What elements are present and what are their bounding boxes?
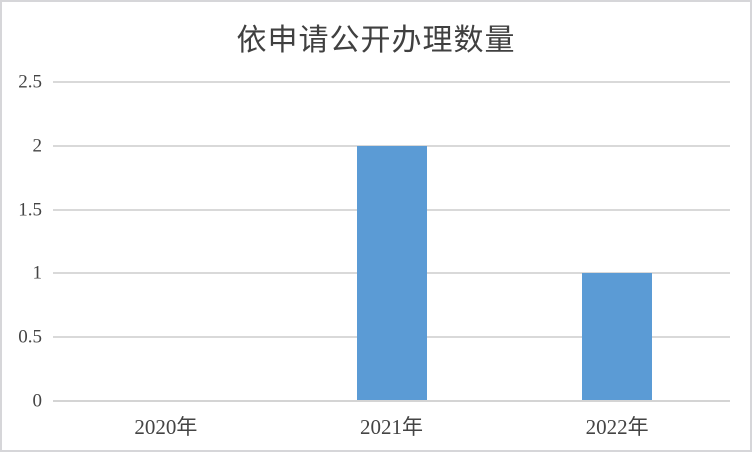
plot-area [53,81,730,402]
gridline [53,144,730,147]
gridline [53,81,730,83]
y-tick-label: 0.5 [18,326,42,348]
x-tick-label: 2022年 [585,415,649,439]
x-tick-label: 2021年 [359,415,423,439]
y-tick-label: 0 [32,390,43,412]
y-tick-label: 1.5 [18,199,42,221]
x-tick-label: 2020年 [134,415,198,439]
y-tick-label: 2.5 [18,71,42,93]
bar-2021年 [356,145,427,401]
chart-title: 依申请公开办理数量 [236,24,516,57]
bar-2022年 [582,273,653,401]
y-tick-label: 1 [32,262,43,284]
x-axis-line [53,400,730,402]
y-tick-label: 2 [32,135,43,157]
